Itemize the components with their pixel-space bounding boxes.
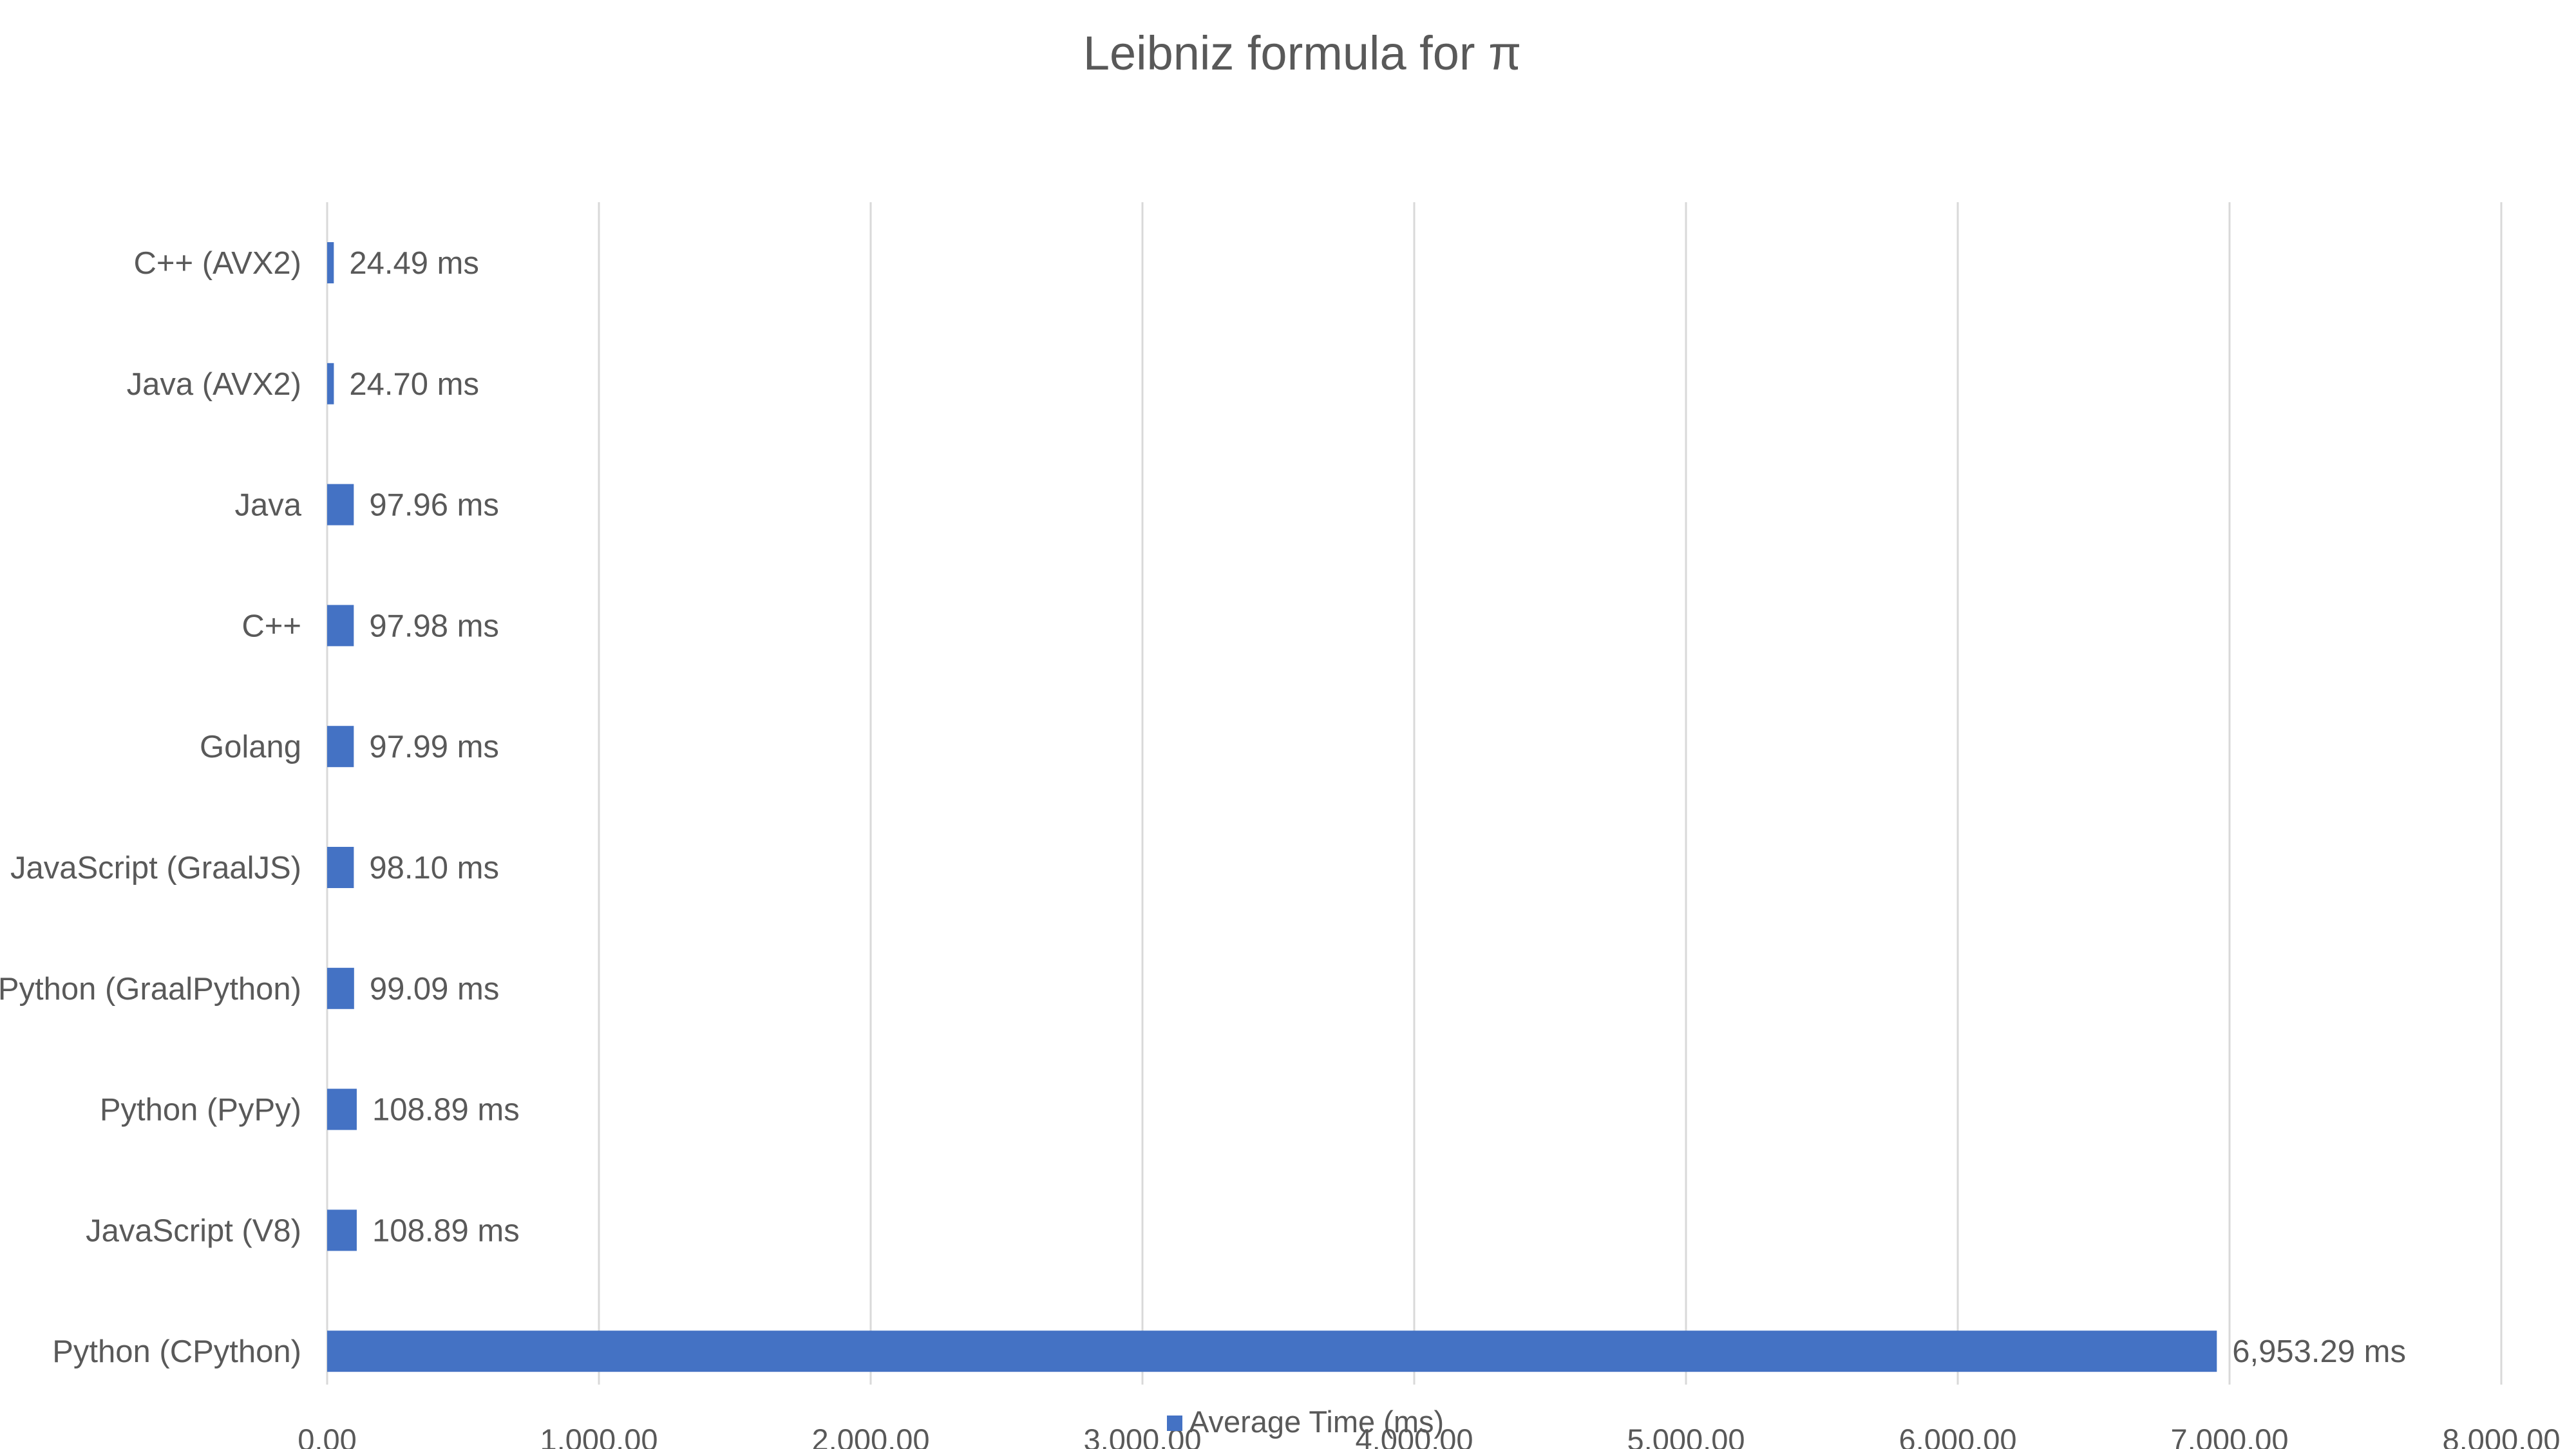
x-tick-label: 6,000.00 [1899, 1423, 2017, 1449]
data-label: 108.89 ms [372, 1093, 520, 1128]
x-tick-label: 2,000.00 [812, 1423, 930, 1449]
bar [327, 967, 354, 1009]
legend: Average Time (ms) [1167, 1405, 1444, 1439]
category-label: Java (AVX2) [127, 367, 301, 402]
legend-swatch [1167, 1416, 1182, 1431]
bar [327, 1088, 357, 1130]
category-labels: C++ (AVX2) Java (AVX2) Java C++ Golang JavaSc… [0, 246, 302, 1369]
x-tick-label: 4,000.00 [1356, 1423, 1473, 1449]
category-label: C++ (AVX2) [133, 246, 301, 281]
bar [327, 484, 354, 526]
x-tick-label: 0.00 [298, 1423, 356, 1449]
legend-label: Average Time (ms) [1189, 1405, 1444, 1439]
category-label: Python (PyPy) [100, 1093, 301, 1128]
data-label: 99.09 ms [370, 972, 500, 1007]
data-label: 108.89 ms [372, 1213, 520, 1248]
bar [327, 726, 354, 768]
bar [327, 242, 334, 283]
bar [327, 847, 354, 888]
x-tick-label: 7,000.00 [2171, 1423, 2289, 1449]
data-label: 97.96 ms [369, 488, 499, 523]
category-label: Python (GraalPython) [0, 972, 301, 1007]
bar [327, 1209, 357, 1251]
bar [327, 363, 334, 404]
category-label: Java [234, 488, 301, 523]
category-label: Golang [200, 730, 301, 764]
x-tick-label: 3,000.00 [1084, 1423, 1202, 1449]
data-label: 6,953.29 ms [2232, 1334, 2406, 1369]
bar [327, 605, 354, 647]
chart-title: Leibniz formula for π [1083, 26, 1521, 80]
bar [327, 1331, 2217, 1372]
data-label: 24.49 ms [349, 246, 479, 281]
x-tick-label: 1,000.00 [540, 1423, 658, 1449]
category-label: Python (CPython) [52, 1334, 301, 1369]
category-label: C++ [242, 609, 301, 643]
category-label: JavaScript (V8) [86, 1213, 301, 1248]
x-axis-tick-labels: 0.00 1,000.00 2,000.00 3,000.00 4,000.00 5,00… [298, 1423, 2560, 1449]
bars [327, 242, 2217, 1372]
x-tick-label: 5,000.00 [1627, 1423, 1745, 1449]
data-labels: 24.49 ms 24.70 ms 97.96 ms 97.98 ms 97.99 ms… [349, 246, 2406, 1369]
x-tick-label: 8,000.00 [2443, 1423, 2561, 1449]
data-label: 97.98 ms [369, 609, 499, 643]
data-label: 98.10 ms [369, 851, 499, 886]
data-label: 24.70 ms [349, 367, 479, 402]
category-label: JavaScript (GraalJS) [10, 851, 301, 886]
data-label: 97.99 ms [369, 730, 499, 764]
gridlines [326, 202, 2503, 1385]
